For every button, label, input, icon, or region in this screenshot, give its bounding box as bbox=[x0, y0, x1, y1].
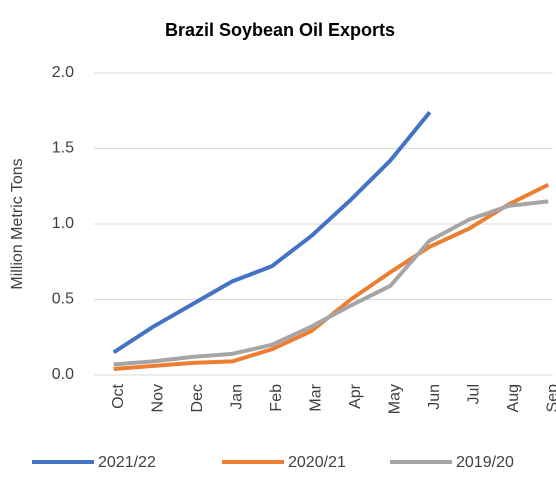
x-tick-label: Sep bbox=[544, 384, 556, 413]
x-tick-label: Nov bbox=[149, 384, 166, 412]
x-tick-label: Feb bbox=[268, 384, 285, 412]
line-series bbox=[112, 110, 432, 355]
legend-label: 2020/21 bbox=[288, 454, 346, 471]
legend-label: 2021/22 bbox=[98, 454, 156, 471]
y-tick-label: 1.5 bbox=[52, 140, 74, 157]
x-tick-label: May bbox=[386, 384, 403, 414]
line-series bbox=[113, 199, 549, 367]
line-series bbox=[113, 182, 550, 371]
x-tick-label: Apr bbox=[347, 383, 364, 409]
x-tick-label: Dec bbox=[189, 384, 206, 412]
y-tick-label: 0.5 bbox=[52, 291, 74, 308]
y-tick-label: 0.0 bbox=[52, 366, 74, 383]
legend-label: 2019/20 bbox=[456, 454, 514, 471]
x-tick-label: Oct bbox=[110, 383, 127, 408]
chart-title: Brazil Soybean Oil Exports bbox=[165, 20, 395, 40]
x-tick-label: Jun bbox=[426, 384, 443, 410]
y-tick-label: 2.0 bbox=[52, 64, 74, 81]
y-axis-label: Million Metric Tons bbox=[9, 158, 26, 289]
x-tick-label: Aug bbox=[505, 384, 522, 412]
x-tick-label: Jul bbox=[465, 384, 482, 404]
x-tick-label: Mar bbox=[307, 383, 324, 411]
x-tick-label: Jan bbox=[228, 384, 245, 410]
y-tick-label: 1.0 bbox=[52, 215, 74, 232]
